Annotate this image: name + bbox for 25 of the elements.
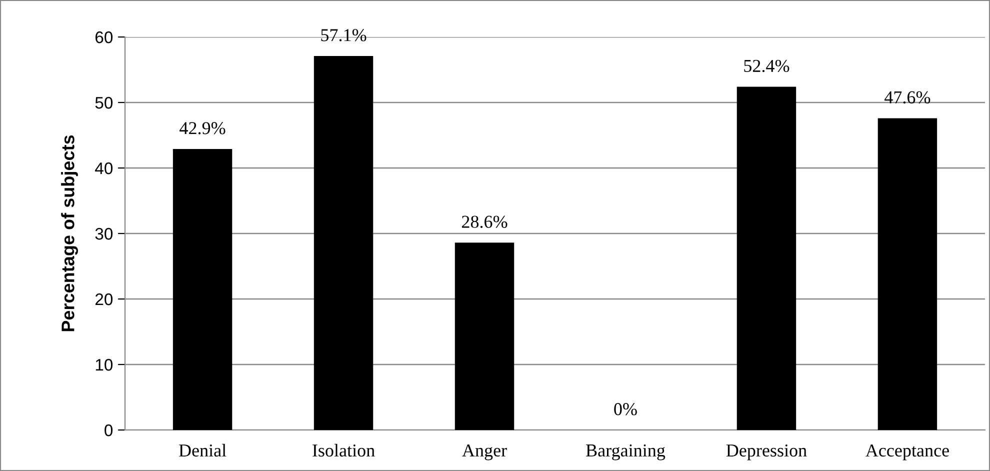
x-tick-label: Bargaining <box>586 444 666 460</box>
y-tick-label: 50 <box>95 96 113 109</box>
y-tick-label: 0 <box>104 424 113 436</box>
bar <box>454 242 514 430</box>
data-label: 42.9% <box>180 122 226 134</box>
y-tick-label: 10 <box>96 358 113 371</box>
x-tick-label: Depression <box>726 444 807 460</box>
x-tick-label: Isolation <box>312 444 375 457</box>
data-label: 0% <box>614 403 637 416</box>
data-label: 47.6% <box>884 91 930 104</box>
y-tick-label: 60 <box>96 31 113 44</box>
data-label: 52.4% <box>744 60 790 72</box>
bar <box>314 56 374 430</box>
bar <box>736 86 796 430</box>
x-tick-label: Acceptance <box>866 444 949 460</box>
data-label: 57.1% <box>321 29 366 42</box>
y-tick-label: 40 <box>95 162 113 174</box>
x-tick-label: Denial <box>178 444 226 457</box>
y-tick-label: 20 <box>95 293 113 306</box>
bar <box>878 118 938 430</box>
y-axis-title: Percentage of subjects <box>61 135 78 332</box>
y-tick-label: 30 <box>95 228 113 240</box>
x-tick-label: Anger <box>462 444 507 460</box>
data-label: 28.6% <box>462 216 508 228</box>
bar <box>172 149 232 430</box>
